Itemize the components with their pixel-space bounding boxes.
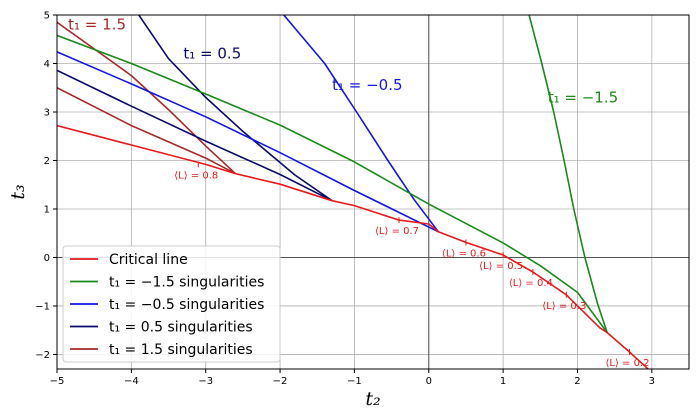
x-tick-label: −5 xyxy=(50,376,65,387)
y-tick-label: 3 xyxy=(44,107,50,118)
x-tick-label: 3 xyxy=(649,376,655,387)
legend: Critical line t₁ = −1.5 singularities t₁ =… xyxy=(62,245,281,363)
x-tick-label: −3 xyxy=(198,376,213,387)
x-tick-label: 2 xyxy=(574,376,580,387)
x-axis-label: t₂ xyxy=(365,388,380,410)
y-tick-label: 1 xyxy=(44,204,50,215)
series-line-1 xyxy=(57,15,609,334)
annotation-label: ⟨L⟩ = 0.5 xyxy=(479,261,523,272)
plot-frame xyxy=(56,14,690,370)
legend-label: Critical line xyxy=(109,252,188,268)
x-tick-label: −2 xyxy=(273,376,288,387)
series-lines xyxy=(57,15,649,369)
curve-label: t₁ = 1.5 xyxy=(68,16,126,34)
curve-label: t₁ = 0.5 xyxy=(183,45,241,63)
series-line-3 xyxy=(57,15,333,202)
legend-label: t₁ = −1.5 singularities xyxy=(109,275,264,291)
y-tick-label: −1 xyxy=(35,301,50,312)
curve-labels: t₁ = 1.5 t₁ = 0.5 t₁ = −0.5 t₁ = −1.5 xyxy=(68,16,618,107)
annotation-label: ⟨L⟩ = 0.8 xyxy=(174,170,218,181)
curve-label: t₁ = −1.5 xyxy=(548,88,618,106)
x-tick-label: 1 xyxy=(500,376,506,387)
grid xyxy=(56,14,689,369)
y-tick-label: 0 xyxy=(44,253,50,264)
series-line-0 xyxy=(57,124,649,369)
y-tick-label: 5 xyxy=(44,11,50,22)
axis-ticks: −5 −4 −3 −2 −1 0 1 2 3 −2 −1 0 1 2 3 4 5 xyxy=(35,11,655,388)
annotation-label: ⟨L⟩ = 0.3 xyxy=(542,301,586,312)
annotation-label: ⟨L⟩ = 0.2 xyxy=(606,358,650,369)
x-tick-label: 0 xyxy=(426,376,432,387)
legend-label: t₁ = 0.5 singularities xyxy=(109,320,253,336)
annotations: ⟨L⟩ = 0.8 ⟨L⟩ = 0.7 ⟨L⟩ = 0.6 ⟨L⟩ = 0.5 ⟨L⟩ … xyxy=(174,161,650,369)
curve-label: t₁ = −0.5 xyxy=(332,76,402,94)
series-line-4 xyxy=(57,21,237,175)
annotation-label: ⟨L⟩ = 0.7 xyxy=(375,226,419,237)
y-tick-label: −2 xyxy=(35,350,50,361)
legend-label: t₁ = −0.5 singularities xyxy=(109,297,264,313)
y-axis-label: t₃ xyxy=(7,184,29,199)
annotation-label: ⟨L⟩ = 0.4 xyxy=(509,278,553,289)
y-tick-label: 2 xyxy=(44,156,50,167)
annotation-label: ⟨L⟩ = 0.6 xyxy=(442,248,486,259)
legend-label: t₁ = 1.5 singularities xyxy=(109,342,253,358)
x-tick-label: −1 xyxy=(347,376,362,387)
legend-box xyxy=(62,245,281,363)
x-tick-label: −4 xyxy=(124,376,139,387)
y-tick-label: 4 xyxy=(44,59,50,70)
